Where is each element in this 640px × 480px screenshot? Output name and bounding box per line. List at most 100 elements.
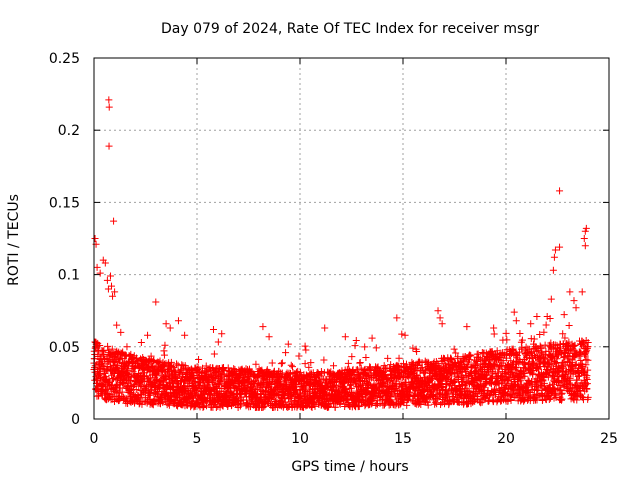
roti-outlier-point xyxy=(434,307,442,315)
x-tick-label: 15 xyxy=(394,431,412,447)
roti-outlier-point xyxy=(282,349,290,357)
roti-point xyxy=(560,311,568,319)
roti-point xyxy=(122,351,130,359)
roti-point xyxy=(228,389,236,397)
roti-point xyxy=(252,360,260,368)
x-tick-label: 20 xyxy=(497,431,515,447)
roti-outlier-point xyxy=(570,297,578,305)
roti-outlier-point xyxy=(341,333,349,341)
roti-point xyxy=(152,389,160,397)
x-tick-label: 25 xyxy=(600,431,618,447)
data-points xyxy=(90,96,592,411)
y-tick-label: 0.2 xyxy=(58,123,80,139)
roti-outlier-point xyxy=(490,324,498,332)
roti-point xyxy=(168,362,176,370)
roti-outlier-point xyxy=(510,308,518,316)
roti-point xyxy=(356,359,364,367)
roti-outlier-point xyxy=(93,263,101,271)
roti-outlier-point xyxy=(580,235,588,242)
roti-point xyxy=(119,348,127,356)
roti-outlier-point xyxy=(117,328,125,336)
roti-point xyxy=(450,345,458,353)
roti-outlier-point xyxy=(581,242,589,250)
roti-outlier-point xyxy=(321,324,329,332)
roti-outlier-point xyxy=(578,288,586,296)
roti-point xyxy=(184,398,192,406)
roti-outlier-point xyxy=(123,343,131,351)
roti-point xyxy=(161,341,169,349)
y-tick-label: 0.1 xyxy=(58,268,80,284)
roti-outlier-point xyxy=(259,323,267,331)
roti-point xyxy=(205,365,213,373)
roti-point xyxy=(344,359,352,367)
roti-outlier-point xyxy=(103,276,111,284)
roti-point xyxy=(301,342,309,350)
roti-point xyxy=(582,356,590,364)
roti-outlier-point xyxy=(393,314,401,322)
roti-point xyxy=(348,353,356,361)
roti-point xyxy=(160,351,168,359)
roti-point xyxy=(277,360,285,368)
roti-outlier-point xyxy=(106,272,114,280)
y-tick-label: 0.05 xyxy=(49,340,80,356)
roti-point xyxy=(516,330,524,338)
roti-outlier-point xyxy=(105,103,113,111)
roti-outlier-point xyxy=(547,295,555,303)
roti-point xyxy=(478,348,486,356)
roti-outlier-point xyxy=(113,321,121,329)
roti-outlier-point xyxy=(566,288,574,296)
roti-outlier-point xyxy=(110,217,118,225)
roti-point xyxy=(214,338,222,346)
roti-outlier-point xyxy=(533,312,541,320)
roti-outlier-point xyxy=(401,331,409,339)
roti-point xyxy=(351,342,359,350)
y-tick-label: 0 xyxy=(71,412,80,428)
roti-outlier-point xyxy=(550,253,558,261)
roti-point xyxy=(109,376,117,384)
roti-point xyxy=(91,362,99,370)
roti-point xyxy=(530,335,538,343)
roti-outlier-point xyxy=(572,304,580,312)
roti-point xyxy=(223,384,231,392)
roti-point xyxy=(302,346,310,354)
roti-outlier-point xyxy=(368,334,376,342)
roti-point xyxy=(178,361,186,369)
roti-outlier-point xyxy=(166,324,174,332)
roti-point xyxy=(395,354,403,362)
roti-point xyxy=(119,393,127,401)
roti-outlier-point xyxy=(96,269,104,277)
roti-outlier-point xyxy=(463,323,471,331)
roti-point xyxy=(289,363,297,371)
roti-point xyxy=(94,379,102,387)
roti-point xyxy=(194,363,202,371)
roti-point xyxy=(129,368,137,376)
roti-point xyxy=(372,344,380,352)
roti-point xyxy=(287,361,295,369)
roti-outlier-point xyxy=(181,331,189,339)
roti-point xyxy=(384,354,392,362)
roti-point xyxy=(490,330,498,338)
x-tick-label: 0 xyxy=(90,431,99,447)
roti-outlier-point xyxy=(105,142,113,150)
roti-point xyxy=(195,356,203,364)
roti-point xyxy=(118,388,126,396)
roti-outlier-point xyxy=(137,338,145,346)
roti-point xyxy=(137,381,145,389)
roti-point xyxy=(156,357,164,365)
roti-point xyxy=(507,396,515,404)
y-axis-label: ROTI / TECUs xyxy=(6,194,22,286)
roti-outlier-point xyxy=(556,187,564,195)
roti-outlier-point xyxy=(209,325,217,333)
roti-point xyxy=(105,346,113,354)
roti-outlier-point xyxy=(527,320,535,328)
roti-point xyxy=(565,322,573,330)
roti-point xyxy=(278,359,286,367)
y-tick-label: 0.25 xyxy=(49,51,80,67)
roti-point xyxy=(173,360,181,368)
roti-point xyxy=(175,370,183,378)
roti-point xyxy=(409,344,417,352)
x-tick-label: 5 xyxy=(193,431,202,447)
roti-point xyxy=(202,402,210,410)
roti-outlier-point xyxy=(265,333,273,341)
roti-point xyxy=(220,366,228,374)
